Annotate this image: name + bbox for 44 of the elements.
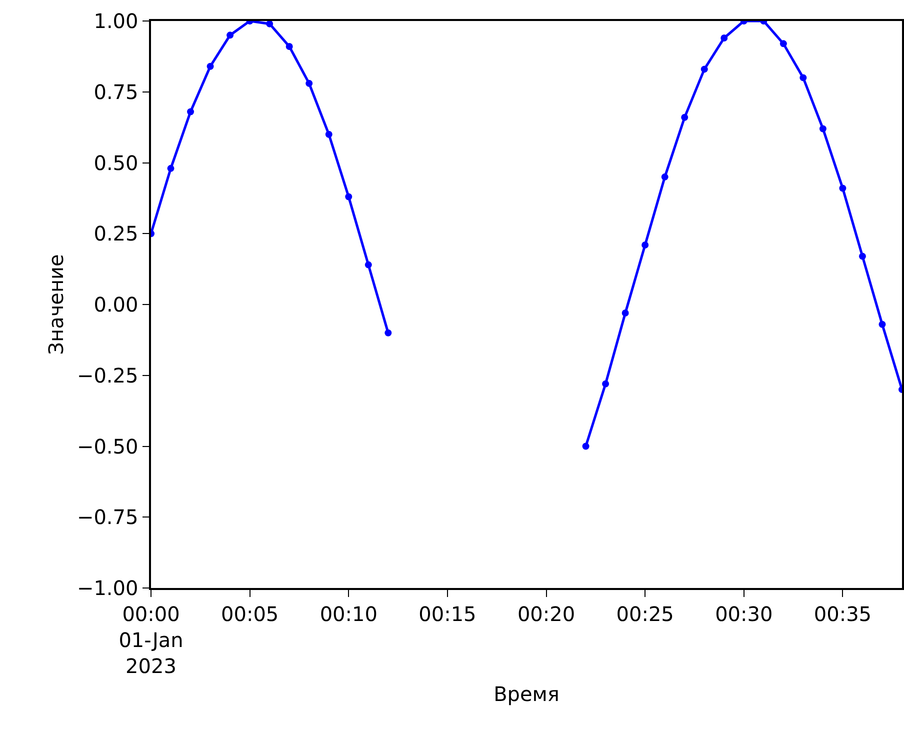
point	[642, 241, 649, 248]
x-tick-label: 00:30	[715, 602, 773, 626]
y-tick-label: −0.25	[76, 363, 138, 388]
x-tick-label: 00:20	[517, 602, 576, 626]
y-tick-label: 0.50	[94, 150, 138, 175]
point	[187, 108, 194, 116]
point	[800, 74, 807, 82]
point	[582, 442, 590, 450]
point	[602, 380, 610, 388]
point	[226, 32, 234, 39]
x-tick-label: 00:15	[418, 602, 476, 626]
y-tick-label: 0.25	[94, 222, 138, 246]
x-axis-title: Время	[494, 682, 560, 706]
point	[700, 66, 708, 73]
point	[206, 62, 214, 70]
x-tick-label: 00:00 01-Jan 2023	[118, 602, 184, 678]
point	[364, 261, 372, 268]
point	[325, 130, 332, 138]
point	[819, 125, 826, 132]
y-tick-label: 1.00	[94, 9, 138, 33]
y-tick-label: −0.50	[76, 434, 138, 458]
point	[622, 310, 629, 317]
point	[384, 329, 392, 336]
y-tick-label: 0.00	[94, 292, 138, 316]
point	[167, 164, 174, 172]
point	[681, 114, 688, 121]
x-tick-label: 00:25	[616, 602, 674, 626]
point	[306, 80, 313, 87]
x-tick-label: 00:05	[221, 602, 279, 626]
point	[266, 21, 274, 28]
x-tick-label: 00:10	[320, 602, 378, 626]
point	[286, 43, 293, 50]
point	[878, 320, 886, 328]
point	[839, 184, 846, 192]
point	[661, 173, 668, 180]
point	[720, 34, 728, 42]
y-tick-label: 0.75	[94, 80, 138, 104]
point	[345, 193, 352, 200]
point	[780, 40, 787, 48]
y-tick-label: −1.00	[76, 576, 138, 600]
y-tick-label: −0.75	[76, 505, 138, 530]
point	[858, 252, 866, 260]
x-tick-label: 00:35	[814, 602, 872, 626]
y-axis-title: Значение	[44, 254, 68, 355]
